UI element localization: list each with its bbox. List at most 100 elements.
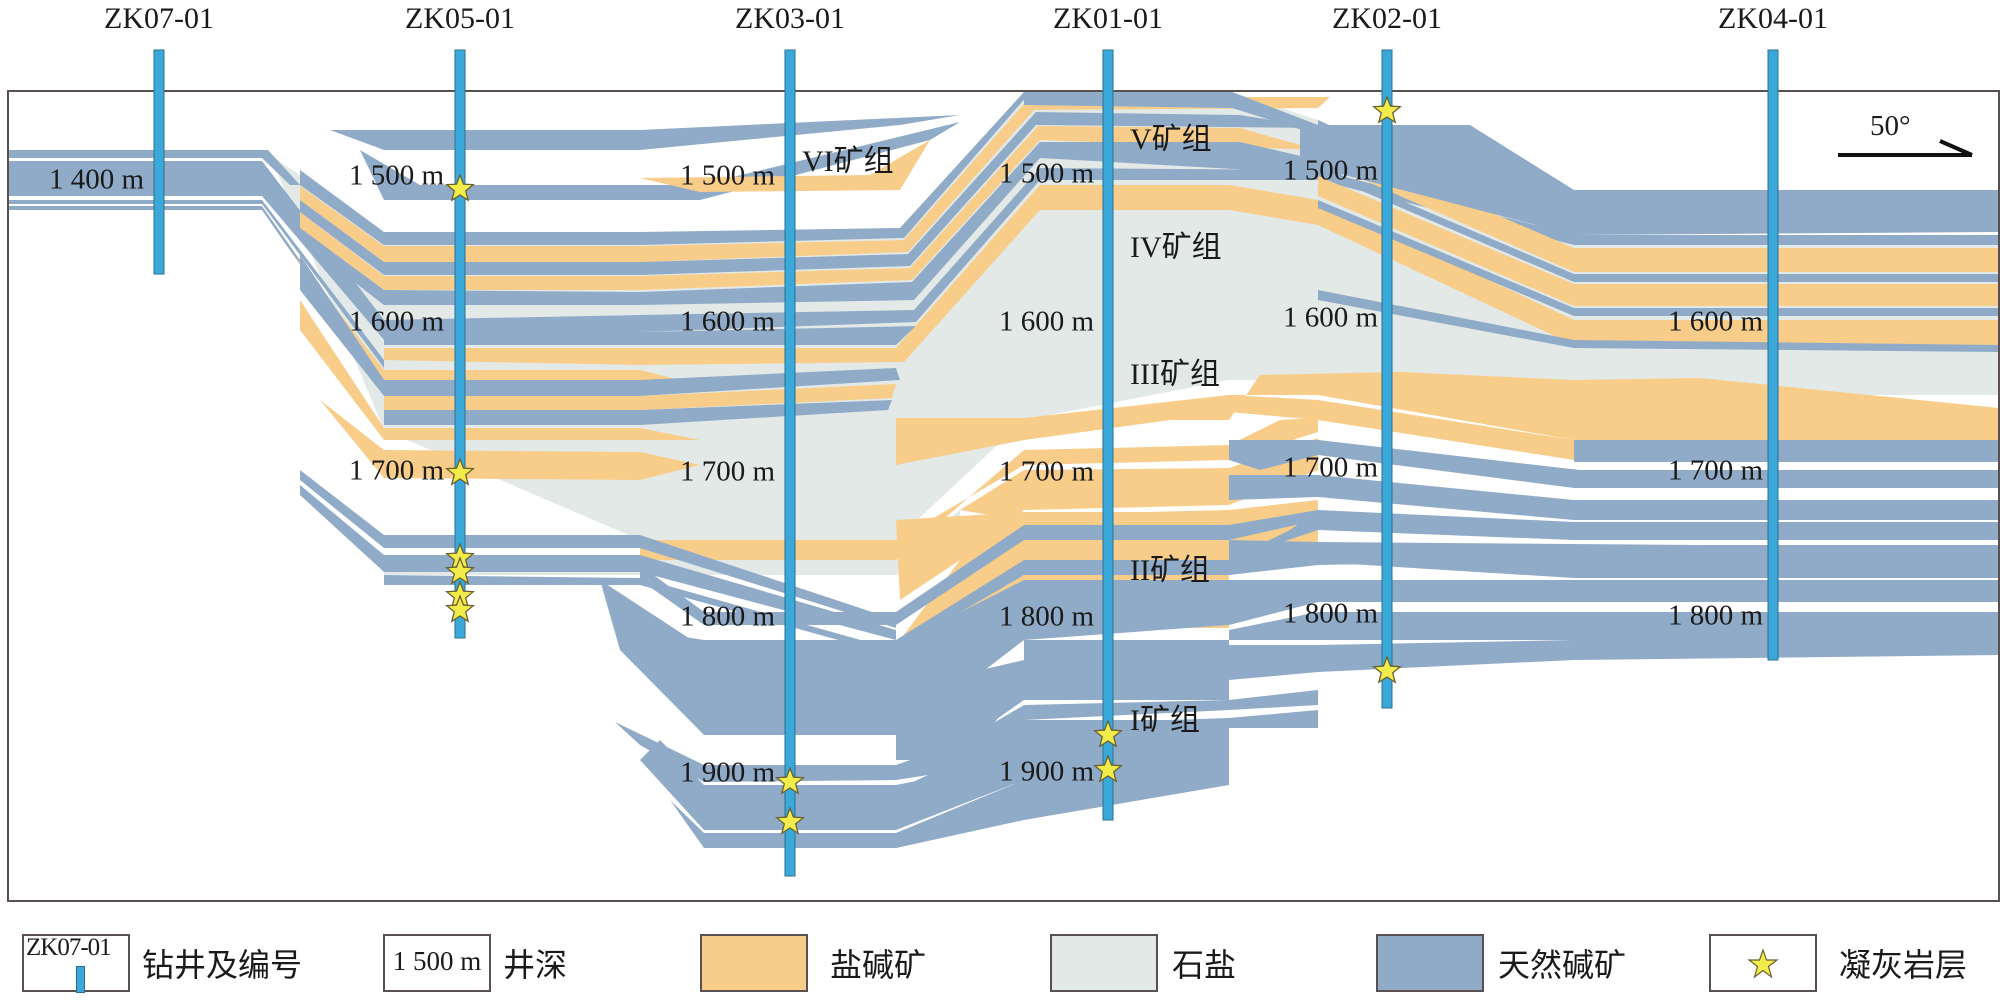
rock-salt-layer [270, 92, 1999, 540]
trona-layer [330, 115, 960, 150]
well-bar-zk01[interactable] [1102, 49, 1114, 821]
legend-swatch-rock-salt [1050, 934, 1158, 992]
star-icon [1747, 948, 1779, 979]
depth-label: 1 800 m [998, 600, 1094, 633]
well-label-zk02: ZK02-01 [1332, 2, 1442, 35]
depth-label: 1 700 m [348, 454, 444, 487]
trona-layer [1229, 440, 1999, 488]
trona-layer [960, 755, 1229, 795]
trona-layer [1229, 475, 1999, 520]
legend-item-rock-salt: 石盐 [1050, 930, 1236, 996]
depth-label: 1 500 m [679, 159, 775, 192]
legend-item-well: ZK07-01 钻井及编号 [22, 930, 302, 996]
section-frame [7, 90, 2000, 902]
tuff-star-icon [775, 766, 805, 795]
salt-alkali-layer [320, 400, 700, 480]
legend-item-depth: 1 500 m 井深 [383, 930, 567, 996]
ore-group-label-ii: II矿组 [1130, 554, 1210, 587]
depth-label: 1 900 m [679, 756, 775, 789]
legend-item-tuff: 凝灰岩层 [1709, 930, 1967, 996]
tuff-star-icon [1093, 754, 1123, 783]
ore-group-label-v: V矿组 [1130, 123, 1212, 156]
depth-label: 1 800 m [1667, 599, 1763, 632]
well-bar-zk05[interactable] [454, 49, 466, 639]
ore-group-label-iv: IV矿组 [1130, 231, 1222, 264]
legend-label: 石盐 [1172, 947, 1237, 983]
trona-layer [384, 326, 916, 345]
salt-alkali-layer [896, 395, 1574, 465]
depth-label: 1 500 m [998, 157, 1094, 190]
well-bar-zk07[interactable] [153, 49, 165, 275]
depth-label: 1 700 m [998, 455, 1094, 488]
salt-alkali-layer [640, 418, 1318, 560]
ore-group-label-iii: III矿组 [1130, 358, 1220, 391]
trona-layer [300, 255, 900, 396]
depth-label: 1 600 m [1282, 301, 1378, 334]
trona-layer [384, 168, 1999, 335]
salt-alkali-layer [384, 384, 896, 410]
trona-layer [1229, 612, 1999, 640]
well-bar-zk02[interactable] [1381, 49, 1393, 709]
trona-layer [1160, 640, 1999, 690]
depth-label: 1 800 m [1282, 597, 1378, 630]
trona-layer [896, 725, 1229, 805]
well-label-zk07: ZK07-01 [104, 2, 214, 35]
well-label-zk03: ZK03-01 [735, 2, 845, 35]
legend-label: 钻井及编号 [142, 947, 303, 983]
trona-layer [1574, 440, 1999, 462]
salt-alkali-layer [1318, 138, 1999, 272]
legend-label: 盐碱矿 [830, 947, 927, 983]
tuff-star-icon [445, 457, 475, 486]
depth-label: 1 900 m [998, 755, 1094, 788]
trona-layer [1318, 290, 1999, 352]
trona-layer [8, 161, 384, 340]
wells [153, 49, 1779, 877]
salt-alkali-layer [1318, 176, 1999, 306]
salt-alkali-layer [960, 438, 1318, 560]
legend-label: 井深 [503, 947, 568, 983]
legend-label: 凝灰岩层 [1839, 947, 1968, 983]
tuff-star-icon [775, 806, 805, 835]
well-bar-zk04[interactable] [1767, 49, 1779, 661]
legend-depth-sample: 1 500 m [392, 946, 482, 976]
legend-swatch-depth: 1 500 m [383, 934, 491, 992]
legend-swatch-tuff [1709, 934, 1817, 992]
salt-alkali-layer [640, 140, 930, 192]
direction-label: 50° [1870, 110, 1911, 142]
well-label-zk04: ZK04-01 [1718, 2, 1828, 35]
trona-layer [300, 92, 1100, 245]
legend-item-trona: 天然碱矿 [1376, 930, 1626, 996]
tuff-layer-markers [445, 95, 1402, 835]
legend-swatch-salt-alkali [700, 934, 808, 992]
trona-layer [1318, 200, 1999, 316]
tuff-star-icon [1372, 655, 1402, 684]
trona-layer [1024, 92, 1574, 240]
legend-swatch-trona [1376, 934, 1484, 992]
depth-label: 1 600 m [679, 305, 775, 338]
well-bar-zk03[interactable] [784, 49, 796, 877]
depth-label: 1 800 m [679, 600, 775, 633]
legend-swatch-well: ZK07-01 [22, 934, 130, 993]
trona-layer [300, 142, 1360, 305]
salt-alkali-layer [1024, 372, 1999, 440]
tuff-star-icon [445, 556, 475, 585]
trona-layer [360, 122, 960, 200]
well-icon [76, 966, 85, 993]
tuff-star-icon [445, 173, 475, 202]
legend: ZK07-01 钻井及编号 1 500 m 井深 盐碱矿 石盐 天然碱矿 [0, 930, 2008, 1000]
ore-group-label-vi: VI矿组 [802, 145, 894, 178]
depth-label: 1 700 m [1282, 451, 1378, 484]
depth-label: 1 500 m [1282, 154, 1378, 187]
trona-layer [1318, 165, 1999, 282]
ore-group-label-i: I矿组 [1130, 704, 1200, 737]
legend-label: 天然碱矿 [1498, 947, 1627, 983]
legend-item-salt-alkali: 盐碱矿 [700, 930, 926, 996]
tuff-star-icon [445, 594, 475, 623]
trona-layer [300, 485, 896, 640]
depth-label: 1 500 m [348, 159, 444, 192]
trona-layer [640, 510, 1318, 625]
tuff-star-icon [1372, 95, 1402, 124]
trona-layer [1300, 125, 1999, 235]
depth-label: 1 600 m [348, 305, 444, 338]
